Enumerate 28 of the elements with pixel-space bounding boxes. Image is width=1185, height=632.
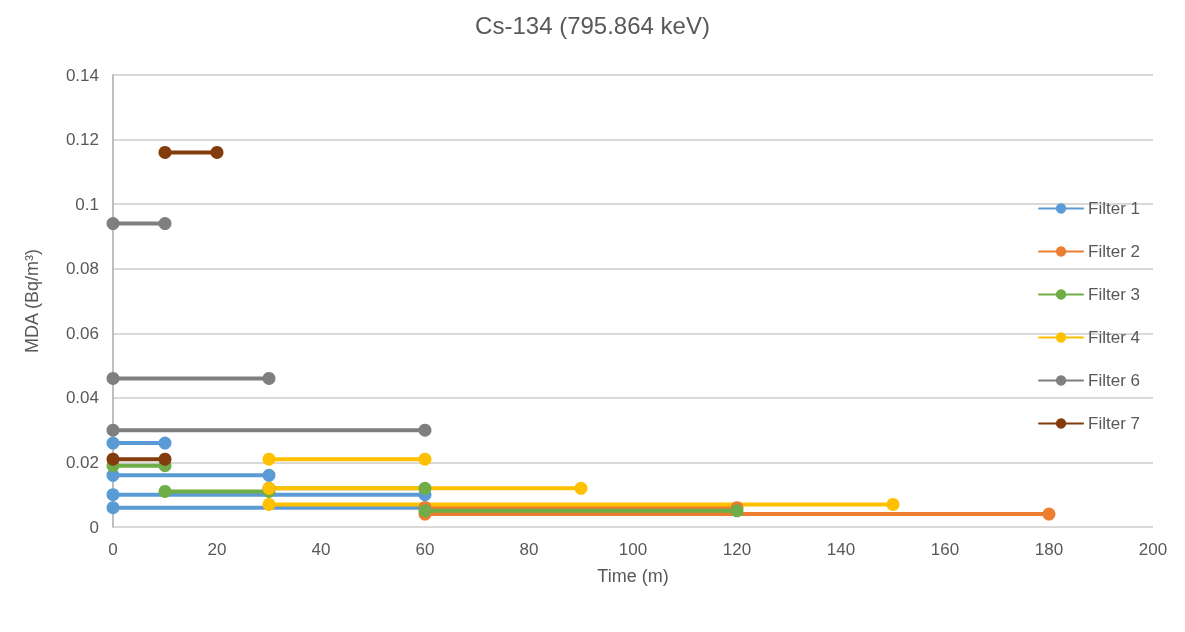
x-tick-label: 180 [1034, 540, 1064, 559]
x-axis-title: Time (m) [597, 566, 669, 586]
x-tick-label: 140 [826, 540, 856, 559]
y-tick-label: 0.12 [65, 130, 99, 150]
x-tick-label: 160 [930, 540, 960, 559]
x-tick-label: 80 [519, 540, 539, 559]
legend-label: Filter 4 [1088, 328, 1141, 347]
y-tick-label: 0 [89, 517, 99, 537]
x-tick-label: 100 [618, 540, 648, 559]
y-tick-label: 0.1 [75, 194, 99, 214]
legend-label: Filter 7 [1088, 414, 1141, 433]
y-tick-label: 0.06 [65, 323, 99, 343]
x-tick-label: 120 [722, 540, 752, 559]
x-tick-label: 20 [207, 540, 227, 559]
y-tick-label: 0.02 [65, 452, 99, 472]
x-tick-label: 40 [311, 540, 331, 559]
y-tick-label: 0.14 [65, 65, 99, 85]
legend-label: Filter 3 [1088, 285, 1141, 304]
y-tick-label: 0.04 [65, 388, 99, 408]
chart-title: Cs-134 (795.864 keV) [475, 11, 710, 39]
x-tick-label: 0 [108, 540, 118, 559]
x-tick-label: 60 [415, 540, 435, 559]
legend-label: Filter 1 [1088, 199, 1141, 218]
y-axis-title: MDA (Bq/m³) [22, 248, 42, 354]
legend-label: Filter 6 [1088, 371, 1141, 390]
x-tick-label: 200 [1138, 540, 1168, 559]
legend-label: Filter 2 [1088, 242, 1141, 261]
y-tick-label: 0.08 [65, 259, 99, 279]
